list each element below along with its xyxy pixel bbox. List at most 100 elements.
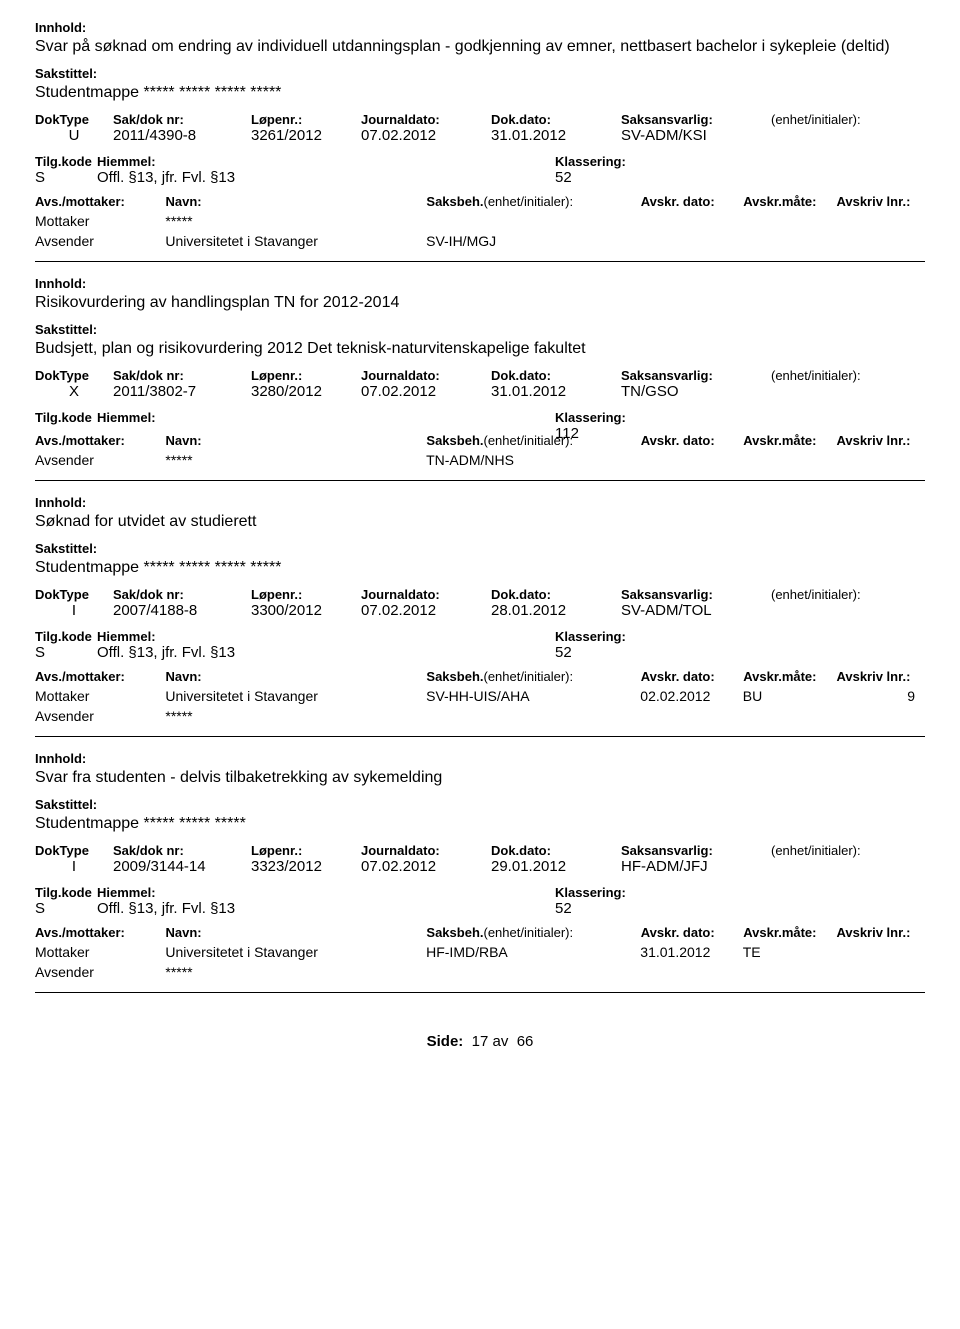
saknr-value: 2011/3802-7 [113,383,251,400]
party-avmate [743,233,836,249]
party-avlnr [836,944,925,960]
hiemmel-label: Hiemmel: [97,629,397,644]
party-saksbeh [426,964,640,980]
innhold-label: Innhold: [35,20,925,35]
klassering-label: Klassering: [555,154,626,169]
navn-label: Navn: [165,433,426,448]
tilgkode-label: Tilg.kode [35,885,97,900]
innhold-label: Innhold: [35,276,925,291]
dokdato-label: Dok.dato: [491,112,621,127]
meta-value-row: U2011/4390-83261/201207.02.201231.01.201… [35,127,925,144]
party-avlnr [836,708,925,724]
classification-values: SOffl. §13, jfr. Fvl. §1352 [35,169,925,186]
party-avdato [640,233,742,249]
party-navn: ***** [165,452,426,468]
party-row: Mottaker***** [35,213,925,229]
meta-header-row: DokTypeSak/dok nr:Løpenr.:Journaldato:Do… [35,112,925,127]
tilgkode-value: S [35,644,97,661]
party-avmate [743,452,836,468]
sakstittel-value: Studentmappe ***** ***** ***** [35,815,925,833]
navn-label: Navn: [165,194,426,209]
saknr-value: 2011/4390-8 [113,127,251,144]
saksbeh-label: Saksbeh.(enhet/initialer): [426,925,640,940]
klassering-label: Klassering: [555,410,626,425]
klassering-label: Klassering: [555,885,626,900]
journal-record: Innhold:Søknad for utvidet av studierett… [35,495,925,737]
navn-label: Navn: [165,925,426,940]
doktype-value: X [35,383,113,400]
enhet-label: (enhet/initialer): [771,368,921,383]
innhold-value: Svar fra studenten - delvis tilbaketrekk… [35,769,925,787]
tilgkode-label: Tilg.kode [35,629,97,644]
meta-value-row: I2007/4188-83300/201207.02.201228.01.201… [35,602,925,619]
lopenr-label: Løpenr.: [251,368,361,383]
saksansvarlig-label: Saksansvarlig: [621,368,771,383]
dokdato-value: 28.01.2012 [491,602,621,619]
innhold-label: Innhold: [35,751,925,766]
party-navn: Universitetet i Stavanger [165,688,426,704]
party-avlnr [836,213,925,229]
journal-record: Innhold: Svar fra studenten - delvis tilb… [35,751,925,993]
party-avdato [640,964,742,980]
tilgkode-value: S [35,900,97,917]
navn-label: Navn: [165,669,426,684]
party-avlnr [836,452,925,468]
sakstittel-value: Budsjett, plan og risikovurdering 2012 D… [35,340,925,358]
party-row: Avsender***** [35,964,925,980]
party-role: Mottaker [35,688,165,704]
party-saksbeh [426,708,640,724]
meta-header-row: DokTypeSak/dok nr:Løpenr.:Journaldato:Do… [35,843,925,858]
party-avlnr [836,233,925,249]
sakstittel-label: Sakstittel: [35,797,925,812]
party-navn: ***** [165,213,426,229]
dokdato-value: 31.01.2012 [491,383,621,400]
saknr-label: Sak/dok nr: [113,368,251,383]
klassering-value: 52 [555,644,572,661]
party-role: Avsender [35,964,165,980]
lopenr-label: Løpenr.: [251,587,361,602]
lopenr-label: Løpenr.: [251,112,361,127]
party-row: Avsender*****TN-ADM/NHS [35,452,925,468]
party-role: Avsender [35,233,165,249]
party-row: Avsender***** [35,708,925,724]
saknr-label: Sak/dok nr: [113,587,251,602]
page-footer: Side: 17 av 66 [35,1033,925,1050]
classification-block: Tilg.kodeHiemmel:Klassering: [35,154,925,169]
parties-header: Avs./mottaker:Navn:Saksbeh.(enhet/initia… [35,669,925,684]
klassering-value: 112 [555,425,579,442]
classification-values: SOffl. §13, jfr. Fvl. §1352 [35,900,925,917]
tilgkode-value: S [35,169,97,186]
classification-block: Tilg.kodeHiemmel: Klassering: [35,629,925,644]
sakstittel-label: Sakstittel: [35,541,925,556]
parties-header: Avs./mottaker:Navn:Saksbeh.(enhet/initia… [35,925,925,940]
avsmottaker-label: Avs./mottaker: [35,194,165,209]
party-navn: ***** [165,964,426,980]
journaldato-label: Journaldato: [361,843,491,858]
sakstittel-label: Sakstittel: [35,322,925,337]
lopenr-value: 3323/2012 [251,858,361,875]
saksbeh-label: Saksbeh.(enhet/initialer): [426,194,640,209]
tilgkode-label: Tilg.kode [35,410,97,425]
journaldato-label: Journaldato: [361,368,491,383]
innhold-value: Søknad for utvidet av studierett [35,513,925,531]
avsmottaker-label: Avs./mottaker: [35,433,165,448]
saksansvarlig-label: Saksansvarlig: [621,843,771,858]
journaldato-label: Journaldato: [361,587,491,602]
party-role: Mottaker [35,944,165,960]
party-role: Avsender [35,708,165,724]
saksansvarlig-value: HF-ADM/JFJ [621,858,771,875]
klassering-label: Klassering: [555,629,626,644]
party-avlnr [836,964,925,980]
enhet-label: (enhet/initialer): [771,587,921,602]
sakstittel-value: Studentmappe ***** ***** ***** ***** [35,559,925,577]
side-label: Side: [427,1033,464,1050]
innhold-value: Risikovurdering av handlingsplan TN for … [35,294,925,312]
enhet-label: (enhet/initialer): [771,843,921,858]
hiemmel-value: Offl. §13, jfr. Fvl. §13 [97,169,397,186]
avskrivlnr-label: Avskriv lnr.: [836,433,925,448]
party-row: AvsenderUniversitetet i StavangerSV-IH/M… [35,233,925,249]
classification-block: Tilg.kodeHiemmel:Klassering: [35,885,925,900]
saknr-label: Sak/dok nr: [113,112,251,127]
doktype-label: DokType [35,368,113,383]
party-avmate [743,964,836,980]
